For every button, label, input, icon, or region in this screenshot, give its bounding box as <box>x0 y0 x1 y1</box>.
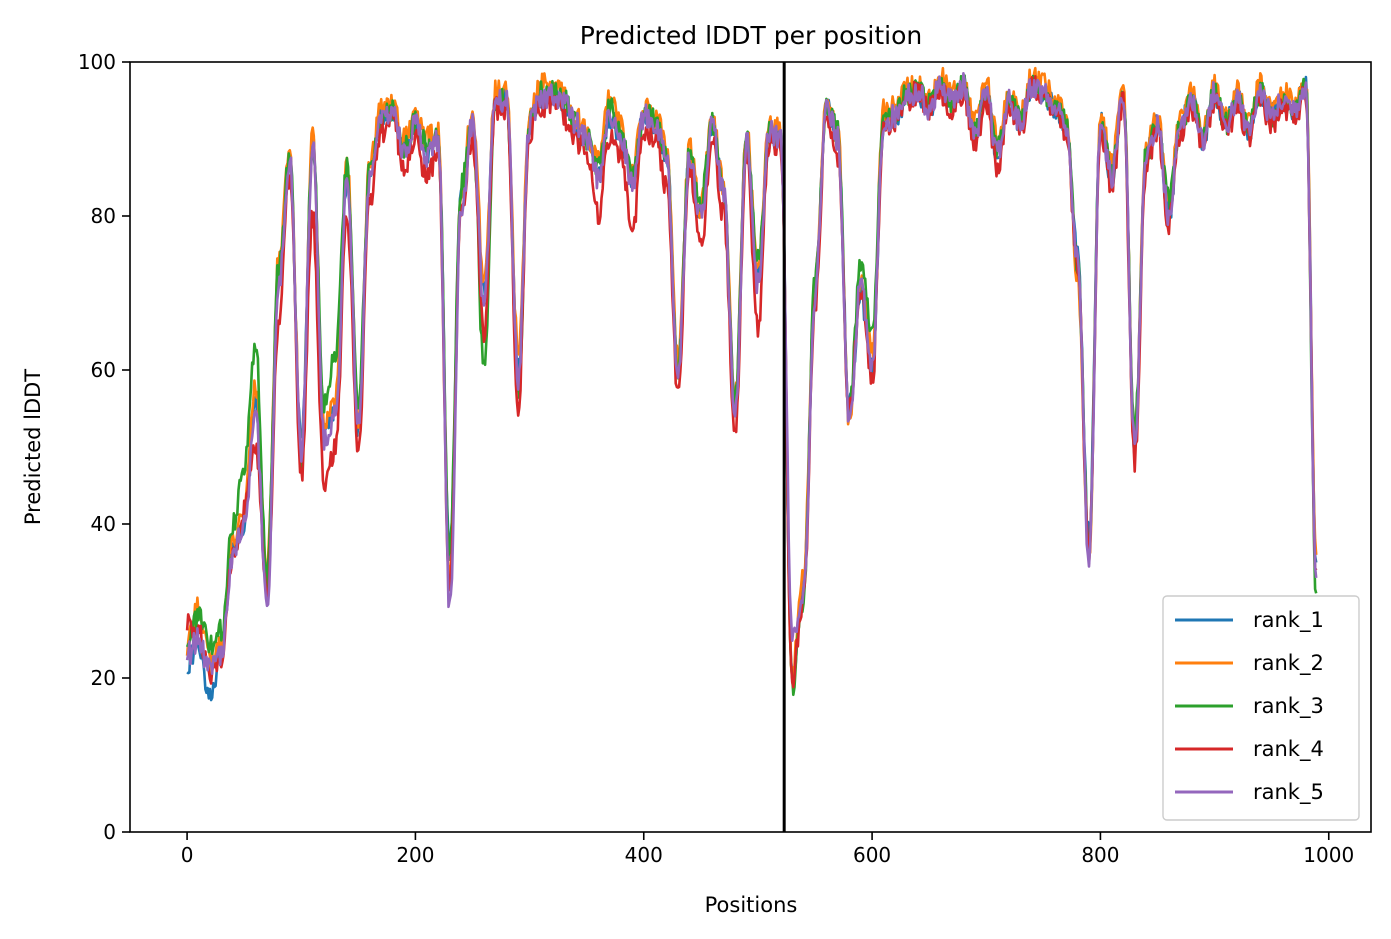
x-tick-label: 200 <box>396 843 434 867</box>
x-tick-label: 600 <box>853 843 891 867</box>
legend-label: rank_4 <box>1253 737 1324 762</box>
y-tick-label: 60 <box>91 358 116 382</box>
x-tick-label: 0 <box>181 843 194 867</box>
x-tick-label: 1000 <box>1303 843 1354 867</box>
legend-label: rank_2 <box>1253 651 1324 676</box>
series-line-rank_5 <box>185 72 1318 675</box>
y-tick-label: 80 <box>91 204 116 228</box>
series-group <box>185 66 1318 702</box>
legend: rank_1 rank_2 rank_3 rank_4 rank_5 <box>1162 595 1360 821</box>
y-axis-title: Predicted lDDT <box>21 369 45 525</box>
x-axis-title: Positions <box>705 893 798 917</box>
x-tick-label: 800 <box>1081 843 1119 867</box>
legend-label: rank_3 <box>1253 694 1324 719</box>
legend-label: rank_1 <box>1253 608 1324 633</box>
legend-label: rank_5 <box>1253 780 1324 805</box>
legend-box <box>1162 595 1360 821</box>
y-axis: 0 20 40 60 80 100 <box>78 50 130 844</box>
y-tick-label: 100 <box>78 50 116 74</box>
chart-title: Predicted lDDT per position <box>580 21 922 50</box>
y-tick-label: 20 <box>91 666 116 690</box>
y-tick-label: 0 <box>103 820 116 844</box>
x-tick-label: 400 <box>625 843 663 867</box>
y-tick-label: 40 <box>91 512 116 536</box>
x-axis: 0 200 400 600 800 1000 <box>181 832 1354 867</box>
axes-frame <box>129 61 1372 833</box>
